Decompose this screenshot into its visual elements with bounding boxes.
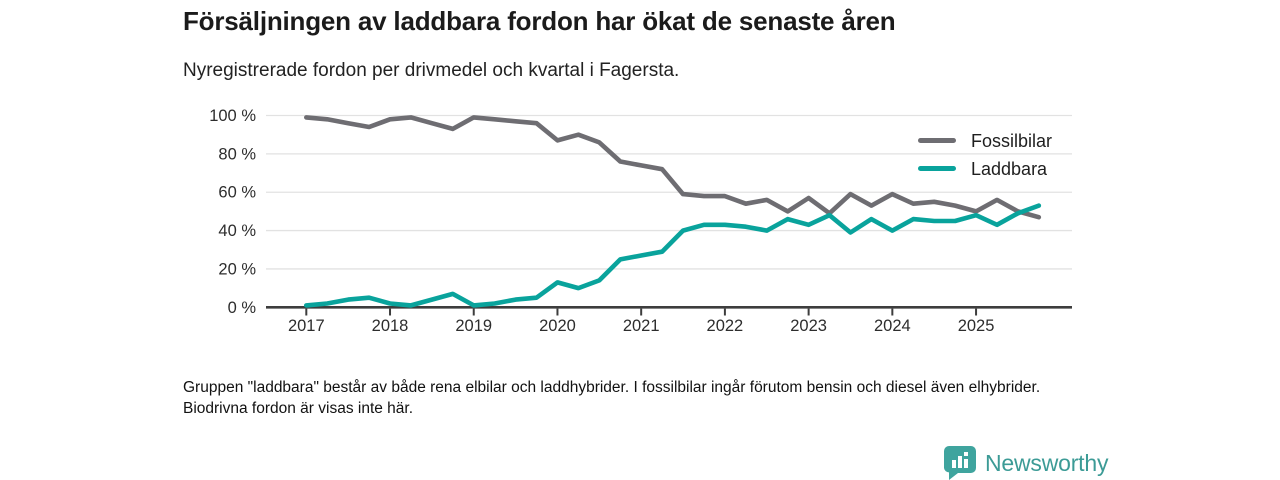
page-subtitle: Nyregistrerade fordon per drivmedel och … [183, 60, 680, 81]
newsworthy-icon [944, 446, 976, 480]
legend-item-laddbara: Laddbara [918, 159, 1052, 178]
x-tick-label-2024: 2024 [874, 317, 911, 335]
y-tick-label-100: 100 % [209, 107, 256, 125]
x-tick-label-2025: 2025 [958, 317, 995, 335]
footnote: Gruppen "laddbara" består av både rena e… [183, 379, 1041, 417]
y-tick-label-0: 0 % [228, 299, 257, 317]
y-tick-label-40: 40 % [218, 222, 256, 240]
y-tick-label-80: 80 % [218, 145, 256, 163]
series-line-laddbara [304, 203, 1042, 308]
line-chart: 0 % 20 % 40 % 60 % 80 % 100 % 2017 2018 2019 2020… [209, 107, 1072, 335]
series-line-fossilbilar [304, 115, 1042, 220]
page-title: Försäljningen av laddbara fordon har öka… [183, 6, 896, 36]
laddbara-line-swatch-icon [918, 166, 956, 171]
legend-label-laddbara: Laddbara [971, 158, 1048, 179]
x-tick-label-2022: 2022 [707, 317, 744, 335]
x-tick-label-2017: 2017 [288, 317, 325, 335]
fossilbilar-line-swatch-icon [918, 138, 956, 143]
x-tick-label-2021: 2021 [623, 317, 660, 335]
y-tick-label-20: 20 % [218, 260, 256, 278]
legend-label-fossilbilar: Fossilbilar [971, 130, 1053, 151]
x-tick-label-2019: 2019 [455, 317, 492, 335]
x-tick-label-2018: 2018 [372, 317, 409, 335]
y-tick-label-60: 60 % [218, 184, 256, 202]
newsworthy-logo-text: Newsworthy [985, 449, 1109, 476]
chart-legend: Fossilbilar Laddbara [918, 131, 1052, 178]
legend-item-fossilbilar: Fossilbilar [918, 131, 1052, 150]
x-tick-label-2020: 2020 [539, 317, 576, 335]
newsworthy-logo: Newsworthy [944, 446, 1108, 480]
x-tick-label-2023: 2023 [790, 317, 827, 335]
